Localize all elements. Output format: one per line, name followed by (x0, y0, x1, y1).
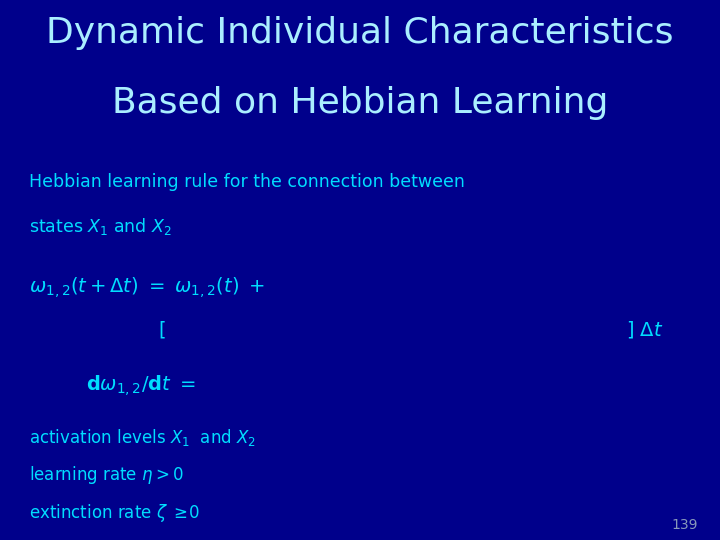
Text: $\mathbf{d}\omega_{1,2}/\mathbf{d}\mathit{t}\ =$: $\mathbf{d}\omega_{1,2}/\mathbf{d}\mathi… (86, 373, 197, 397)
Text: 139: 139 (672, 518, 698, 532)
Text: Dynamic Individual Characteristics: Dynamic Individual Characteristics (46, 16, 674, 50)
Text: activation levels $\mathit{X}_1$  and $\mathit{X}_2$: activation levels $\mathit{X}_1$ and $\m… (29, 427, 256, 448)
Text: $]\ \Delta \mathit{t}$: $]\ \Delta \mathit{t}$ (626, 319, 664, 340)
Text: states $\mathit{X}_1$ and $\mathit{X}_2$: states $\mathit{X}_1$ and $\mathit{X}_2$ (29, 216, 171, 237)
Text: extinction rate $\zeta\ \geq\!0$: extinction rate $\zeta\ \geq\!0$ (29, 502, 199, 524)
Text: Based on Hebbian Learning: Based on Hebbian Learning (112, 86, 608, 120)
Text: $\omega_{1,2}(\mathit{t}+\Delta\mathit{t})\ =\ \omega_{1,2}(\mathit{t})\ +$: $\omega_{1,2}(\mathit{t}+\Delta\mathit{t… (29, 275, 265, 300)
Text: $[$: $[$ (158, 319, 166, 340)
Text: learning rate $\eta > 0$: learning rate $\eta > 0$ (29, 464, 184, 487)
Text: Hebbian learning rule for the connection between: Hebbian learning rule for the connection… (29, 173, 464, 191)
